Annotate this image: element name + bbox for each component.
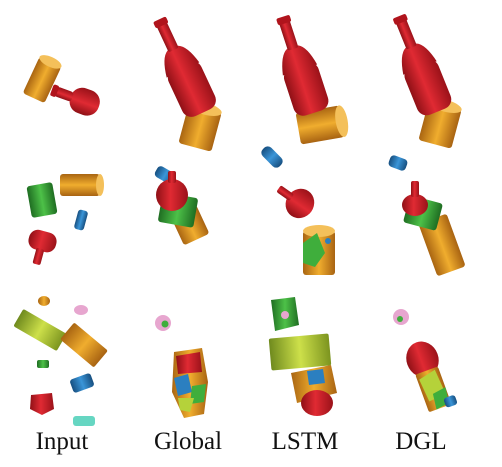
dgl-row1-bottle [382,9,454,118]
global-row3-pink-piece [155,315,171,331]
lstm-row3-green-shard [271,297,299,331]
input-row3-orange-slab [60,322,108,367]
column-label-dgl: DGL [366,425,476,459]
lstm-row3-slab [269,333,332,370]
dgl-row2-blue-piece [387,154,408,171]
lstm-row3-stack [291,365,337,416]
dgl-row3-pink-piece [393,309,409,325]
input-row3-red-shard [30,393,54,415]
global-row3-stack [172,348,208,418]
input-row2-green-cube [26,182,57,218]
column-label-lstm: LSTM [250,425,360,459]
column-label-input: Input [7,425,117,459]
input-row3-pink-piece [74,305,88,315]
input-row3-green-shard [37,360,49,368]
dgl-row2-red-bottle [402,181,428,216]
global-row1-bottle [143,12,219,121]
input-row2-blue-piece [74,209,89,231]
column-label-global: Global [133,425,243,459]
lstm-row2-blue-piece [259,144,284,169]
input-row3-blue-piece [69,373,94,394]
input-row2-red-bottle [23,228,59,268]
lstm-row2-red-bottle [270,176,320,224]
dgl-row3-stack [401,336,458,415]
input-row1-bottle [47,78,103,120]
lstm-row2-orange-cylinder [303,225,335,275]
input-row2-orange-cylinder [60,174,104,196]
input-row3-small-orange [38,296,50,306]
input-row3-yellow-green-slab [13,309,66,351]
lstm-row1-bottle [266,11,331,118]
